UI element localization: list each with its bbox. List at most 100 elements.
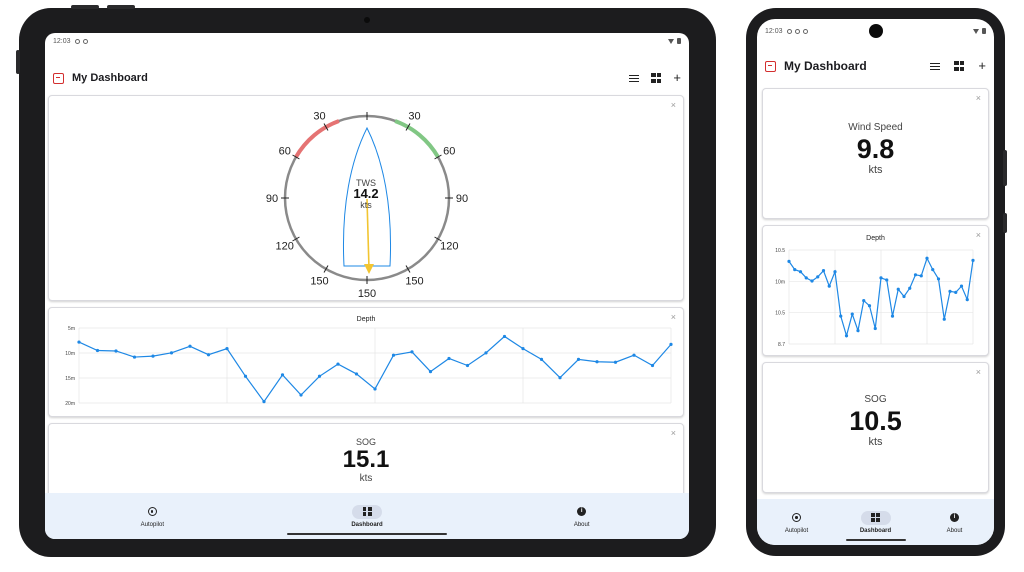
y-tick-label: 5m [68, 326, 75, 332]
compass-angle-label: 120 [276, 241, 294, 253]
tune-icon[interactable] [930, 62, 941, 71]
tablet-camera [364, 17, 370, 23]
layout-grid-icon[interactable] [651, 73, 662, 83]
compass-tick [323, 123, 329, 131]
compass-angle-label: 30 [408, 111, 420, 123]
compass-tick [292, 236, 300, 242]
depth-data-point [354, 372, 359, 376]
info-icon: i [577, 507, 587, 516]
close-icon[interactable]: × [975, 93, 981, 103]
compass-angle-label: 60 [443, 146, 455, 158]
y-tick-label: 8.7 [778, 342, 785, 348]
sog-label: SOG [355, 437, 376, 447]
add-widget-icon[interactable]: + [673, 70, 681, 85]
depth-data-point [465, 363, 470, 368]
y-tick-label: 10.5 [775, 248, 785, 254]
depth-data-point [919, 274, 923, 278]
nav-autopilot[interactable]: Autopilot [757, 499, 836, 545]
tws-value: 14.2 [353, 186, 379, 201]
status-time: 12:03 [765, 27, 783, 35]
depth-data-point [954, 290, 958, 294]
bottom-navigation: Autopilot Dashboard i About [757, 499, 994, 545]
depth-data-point [502, 334, 507, 339]
close-icon[interactable]: × [670, 312, 676, 322]
phone-screen: 12:03 My Dashboard + × Wind Speed 9.8 [757, 19, 994, 545]
depth-data-point [959, 284, 964, 288]
close-icon[interactable]: × [975, 367, 981, 377]
depth-data-point [885, 278, 889, 282]
depth-data-point [132, 355, 137, 359]
boat-hull-outline [343, 126, 391, 267]
app-logo-icon [765, 60, 776, 72]
depth-data-point [867, 304, 872, 308]
add-widget-icon[interactable]: + [978, 58, 986, 73]
sync-icon [82, 38, 88, 44]
page-title: My Dashboard [72, 72, 148, 84]
tune-icon[interactable] [629, 74, 640, 83]
depth-data-point [890, 314, 895, 318]
depth-line-chart: 10.5 10m 10.5 8.7 [775, 248, 975, 348]
close-icon[interactable]: × [975, 230, 981, 240]
phone-device: 12:03 My Dashboard + × Wind Speed 9.8 [746, 8, 1007, 556]
wind-speed-value: 9.8 [856, 134, 895, 164]
depth-chart-card: × Depth 5m 10m 15m 20m [48, 307, 684, 417]
depth-data-point [879, 276, 883, 280]
dashboard-icon [362, 507, 372, 516]
phone-status-bar: 12:03 [757, 23, 994, 39]
chart-title: Depth [356, 316, 376, 323]
y-tick-label: 10m [65, 351, 75, 357]
tablet-device: 12:03 My Dashboard + × 30 30 60 60 90 90 120 12 [16, 5, 716, 557]
nav-autopilot[interactable]: Autopilot [45, 493, 260, 539]
depth-data-point [299, 393, 303, 397]
compass-tick [292, 154, 300, 160]
chart-title: Depth [866, 235, 885, 242]
phone-power-button [1003, 213, 1007, 233]
depth-data-point [856, 328, 860, 333]
info-icon: i [950, 513, 959, 522]
depth-data-point [948, 289, 952, 293]
phone-camera [869, 24, 883, 38]
compass-tick [405, 265, 411, 273]
sog-card: × SOG 15.1 kts [48, 423, 684, 503]
phone-app-bar: My Dashboard + [757, 55, 994, 77]
depth-data-point [925, 256, 929, 260]
autopilot-icon [792, 513, 801, 522]
close-icon[interactable]: × [670, 100, 676, 110]
depth-data-point [95, 348, 100, 353]
dashboard-icon [871, 513, 880, 522]
compass-angle-label: 150 [358, 288, 376, 300]
nav-about[interactable]: i About [474, 493, 689, 539]
depth-data-point [669, 342, 673, 347]
nav-about[interactable]: i About [915, 499, 994, 545]
depth-data-point [942, 317, 946, 321]
close-icon[interactable]: × [670, 428, 676, 438]
depth-chart-card: × Depth 10.5 10m 10.5 8.7 [762, 225, 989, 356]
wind-needle-arrowhead [364, 264, 374, 274]
sog-label: SOG [864, 394, 887, 405]
depth-data-point [936, 277, 941, 281]
nav-dashboard[interactable]: Dashboard [836, 499, 915, 545]
compass-angle-label: 150 [310, 275, 328, 287]
depth-data-point [902, 294, 906, 299]
gesture-handle [287, 533, 447, 535]
compass-tick [405, 123, 411, 131]
nav-dashboard[interactable]: Dashboard [260, 493, 475, 539]
depth-data-point [558, 376, 562, 380]
wind-compass-card: × 30 30 60 60 90 90 120 120 150 150 150 TWS 14.2 k… [48, 95, 684, 301]
tws-label: TWS [356, 178, 376, 188]
depth-data-point [632, 353, 636, 357]
depth-data-point [833, 270, 837, 274]
depth-data-point [873, 326, 877, 331]
wind-compass-gauge: 30 30 60 60 90 90 120 120 150 150 150 [266, 111, 468, 300]
sog-card: × SOG 10.5 kts [762, 362, 989, 493]
depth-data-point [169, 351, 174, 355]
sog-value: 15.1 [342, 446, 390, 473]
depth-data-point [827, 284, 831, 288]
nav-label: Dashboard [859, 527, 892, 534]
layout-grid-icon[interactable] [954, 61, 965, 71]
tablet-status-bar: 12:03 [45, 33, 689, 49]
depth-data-point [576, 357, 581, 362]
depth-data-point [816, 275, 820, 279]
y-tick-label: 10.5 [775, 311, 785, 317]
